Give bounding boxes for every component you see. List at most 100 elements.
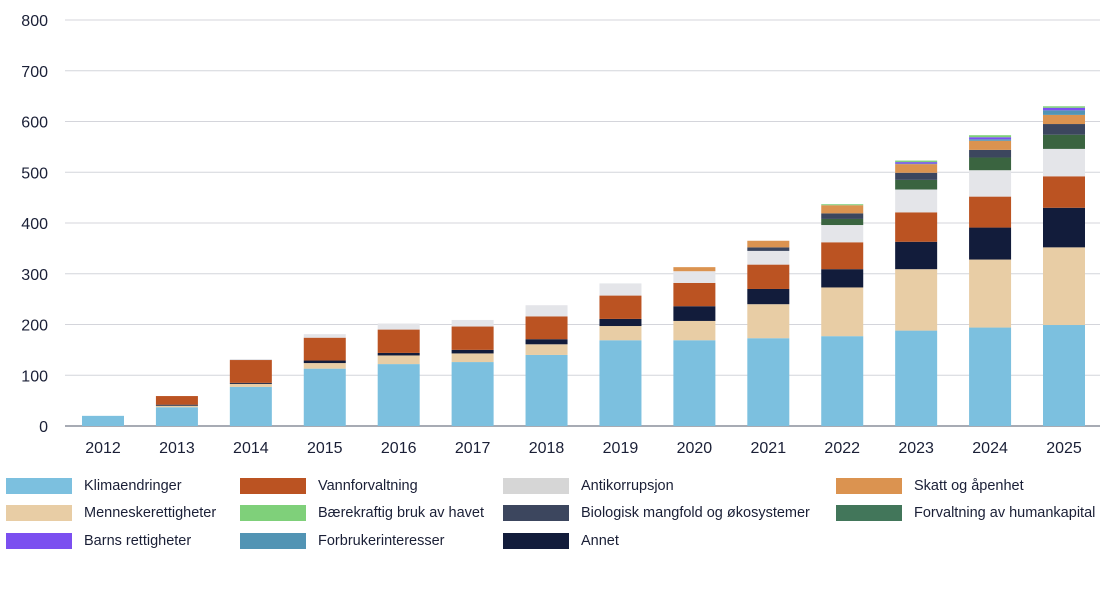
bar-segment-klimaendringer-2012 (82, 415, 124, 426)
bar-segment-vannforvaltning-2016 (377, 329, 420, 353)
legend-item: Klimaendringer (6, 477, 182, 495)
bar-segment-antikorrupsjon-2021 (747, 250, 790, 265)
bar-segment-biologisk-mangfold-og-økosystemer-2022 (821, 213, 864, 219)
bar-segment-annet-2017 (451, 349, 494, 354)
legend-swatch (503, 533, 569, 549)
legend-label: Forvaltning av humankapital (914, 505, 1096, 521)
legend-label: Vannforvaltning (318, 478, 418, 494)
bar-segment-annet-2018 (525, 339, 568, 345)
bar-segment-klimaendringer-2014 (229, 386, 272, 426)
bar-segment-antikorrupsjon-2018 (525, 305, 568, 317)
bar-segment-menneskerettigheter-2023 (895, 269, 938, 331)
bar-segment-skatt-og-åpenhet-2023 (895, 164, 938, 173)
legend-label: Menneskerettigheter (84, 505, 217, 521)
bar-segment-menneskerettigheter-2016 (377, 355, 420, 365)
bar-segment-forbrukerinteresser-2024 (969, 139, 1012, 141)
bar-segment-antikorrupsjon-2023 (895, 189, 938, 213)
bar-segment-vannforvaltning-2020 (673, 282, 716, 307)
bar-segment-annet-2014 (229, 382, 272, 384)
bar-segment-antikorrupsjon-2016 (377, 323, 420, 330)
x-tick-label: 2018 (529, 440, 565, 457)
legend-item: Bærekraftig bruk av havet (240, 504, 484, 522)
x-tick-label: 2025 (1046, 440, 1082, 457)
bar-segment-forbrukerinteresser-2025 (1043, 110, 1085, 115)
bar-segment-annet-2021 (747, 288, 790, 305)
bar-segment-barns-rettigheter-2024 (969, 137, 1012, 140)
legend-item: Skatt og åpenhet (836, 477, 1024, 495)
bar-segment-klimaendringer-2019 (599, 340, 642, 426)
legend-label: Barns rettigheter (84, 533, 192, 549)
bar-segment-biologisk-mangfold-og-økosystemer-2025 (1043, 124, 1085, 135)
x-tick-label: 2020 (677, 440, 713, 457)
legend-item: Barns rettigheter (6, 532, 191, 550)
x-tick-label: 2013 (159, 440, 195, 457)
bar-segment-klimaendringer-2020 (673, 340, 716, 426)
x-tick-label: 2021 (751, 440, 787, 457)
bar-segment-antikorrupsjon-2014 (229, 359, 272, 361)
bar-segment-bærekraftig-bruk-av-havet-2023 (895, 160, 938, 163)
bar-segment-vannforvaltning-2022 (821, 242, 864, 270)
bar-segment-forvaltning-av-humankapital-2022 (821, 218, 864, 226)
bar-segment-bærekraftig-bruk-av-havet-2022 (821, 204, 864, 206)
legend-label: Bærekraftig bruk av havet (318, 505, 485, 521)
bar-segment-vannforvaltning-2024 (969, 196, 1012, 228)
bar-segment-vannforvaltning-2014 (229, 360, 272, 383)
bar-segment-annet-2015 (303, 360, 346, 364)
bar-segment-menneskerettigheter-2014 (229, 383, 272, 387)
bar-segment-klimaendringer-2015 (303, 368, 346, 426)
bar-segment-menneskerettigheter-2022 (821, 287, 864, 337)
bar-segment-menneskerettigheter-2013 (155, 405, 198, 408)
bar-segment-forvaltning-av-humankapital-2023 (895, 179, 938, 190)
legend-swatch (836, 505, 902, 521)
legend-label: Biologisk mangfold og økosystemer (581, 505, 810, 521)
y-tick-label: 300 (21, 267, 48, 284)
bar-segment-skatt-og-åpenhet-2025 (1043, 114, 1085, 125)
bar-segment-antikorrupsjon-2020 (673, 271, 716, 283)
bar-segment-menneskerettigheter-2018 (525, 344, 568, 355)
bar-segment-menneskerettigheter-2020 (673, 320, 716, 341)
bar-segment-annet-2024 (969, 227, 1012, 260)
bar-segment-menneskerettigheter-2017 (451, 353, 494, 363)
bar-segment-klimaendringer-2023 (895, 330, 938, 426)
y-tick-label: 600 (21, 115, 48, 132)
legend-item: Antikorrupsjon (503, 477, 674, 495)
bar-segment-annet-2020 (673, 306, 716, 321)
y-tick-label: 700 (21, 64, 48, 81)
bar-segment-bærekraftig-bruk-av-havet-2024 (969, 135, 1012, 138)
y-tick-label: 0 (39, 419, 48, 436)
bar-segment-skatt-og-åpenhet-2020 (673, 267, 716, 272)
x-tick-label: 2024 (972, 440, 1008, 457)
y-tick-label: 400 (21, 216, 48, 233)
legend-item: Menneskerettigheter (6, 504, 216, 522)
legend-swatch (836, 478, 902, 494)
bar-segment-antikorrupsjon-2019 (599, 283, 642, 296)
bar-segment-klimaendringer-2021 (747, 338, 790, 426)
bar-segment-annet-2022 (821, 269, 864, 288)
bar-segment-vannforvaltning-2018 (525, 316, 568, 340)
bar-segment-vannforvaltning-2017 (451, 326, 494, 350)
legend-item: Forvaltning av humankapital (836, 504, 1095, 522)
bar-segment-klimaendringer-2024 (969, 327, 1012, 426)
legend-swatch (6, 533, 72, 549)
legend-swatch (240, 533, 306, 549)
legend-swatch (240, 505, 306, 521)
bar-segment-vannforvaltning-2021 (747, 264, 790, 289)
x-tick-label: 2022 (824, 440, 860, 457)
bar-segment-menneskerettigheter-2021 (747, 304, 790, 339)
legend-item: Biologisk mangfold og økosystemer (503, 504, 810, 522)
bar-segment-vannforvaltning-2013 (155, 396, 198, 405)
bar-segment-vannforvaltning-2015 (303, 337, 346, 361)
bar-segment-biologisk-mangfold-og-økosystemer-2023 (895, 172, 938, 180)
bar-segment-bærekraftig-bruk-av-havet-2025 (1043, 106, 1085, 108)
bar-segment-klimaendringer-2013 (155, 407, 198, 426)
bar-segment-antikorrupsjon-2025 (1043, 148, 1085, 177)
legend-swatch (6, 505, 72, 521)
bar-segment-klimaendringer-2018 (525, 354, 568, 426)
bar-segment-forbrukerinteresser-2023 (895, 163, 938, 165)
legend-label: Annet (581, 533, 619, 549)
bar-segment-antikorrupsjon-2024 (969, 170, 1012, 197)
bar-segment-klimaendringer-2016 (377, 364, 420, 426)
bar-segment-vannforvaltning-2025 (1043, 176, 1085, 208)
bar-segment-annet-2019 (599, 318, 642, 327)
bar-segment-vannforvaltning-2019 (599, 295, 642, 319)
